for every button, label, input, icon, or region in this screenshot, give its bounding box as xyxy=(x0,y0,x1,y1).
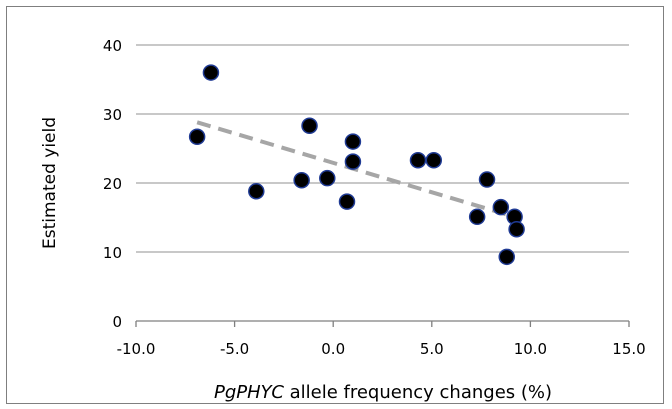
chart-frame xyxy=(6,6,664,404)
y-tick-labels: 0 10 20 30 40 xyxy=(103,37,122,331)
x-tick-labels: -10.0 -5.0 0.0 5.0 10.0 15.0 xyxy=(117,340,646,358)
data-point-15 xyxy=(508,220,525,238)
data-point-7 xyxy=(344,133,362,150)
grid-lines xyxy=(136,44,629,253)
data-point-9 xyxy=(409,151,427,169)
data-point-0 xyxy=(202,64,220,81)
x-tick-label-5: 15.0 xyxy=(612,340,645,358)
y-tick-label-40: 40 xyxy=(103,37,122,55)
x-tick-label-2: 0.0 xyxy=(321,340,345,358)
data-point-2 xyxy=(248,183,265,200)
data-point-13 xyxy=(492,198,510,216)
axes xyxy=(135,320,630,327)
trendline-group xyxy=(196,120,518,220)
data-point-11 xyxy=(468,208,486,226)
y-tick-label-0: 0 xyxy=(112,313,122,331)
y-tick-label-10: 10 xyxy=(103,244,122,262)
x-axis-label-italic: PgPHYC xyxy=(214,382,284,403)
data-point-12 xyxy=(478,171,496,188)
data-point-5 xyxy=(319,169,336,187)
x-axis-label: PgPHYC allele frequency changes (%) xyxy=(214,382,552,403)
y-axis-label: Estimated yield xyxy=(40,117,60,249)
data-point-10 xyxy=(425,151,443,169)
x-tick-label-0: -10.0 xyxy=(117,340,156,358)
y-tick-label-30: 30 xyxy=(103,106,122,124)
trendline xyxy=(196,120,518,220)
data-point-8 xyxy=(344,153,362,170)
data-points xyxy=(188,64,525,266)
x-axis-label-rest: allele frequency changes (%) xyxy=(284,382,552,403)
data-point-6 xyxy=(338,193,356,210)
x-tick-label-4: 10.0 xyxy=(514,340,547,358)
x-tick-label-1: -5.0 xyxy=(220,340,249,358)
data-point-4 xyxy=(301,117,318,134)
y-tick-label-20: 20 xyxy=(103,175,122,193)
x-tick-label-3: 5.0 xyxy=(420,340,444,358)
data-point-16 xyxy=(498,248,515,266)
data-point-1 xyxy=(188,128,206,146)
data-point-3 xyxy=(293,171,310,189)
